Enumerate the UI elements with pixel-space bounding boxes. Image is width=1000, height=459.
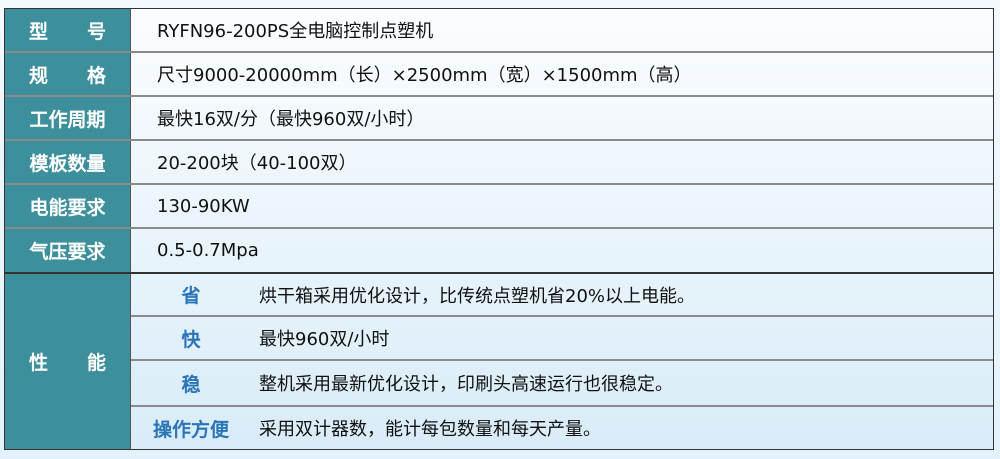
item-key: 快 bbox=[181, 328, 201, 351]
row-value: RYFN96-200PS全电脑控制点塑机 bbox=[157, 21, 434, 42]
spec-table: 型号 RYFN96-200PS全电脑控制点塑机 规格 尺寸9000-20000m… bbox=[4, 8, 994, 450]
row-cycle: 工作周期 最快16双/分（最快960双/小时） bbox=[5, 97, 993, 141]
item-key: 稳 bbox=[181, 373, 201, 396]
item-value: 采用双计器数，能计每包数量和每天产量。 bbox=[259, 419, 601, 440]
row-label: 电能要求 bbox=[5, 185, 131, 227]
label-char: 型 bbox=[29, 20, 49, 43]
performance-section: 性能 省 烘干箱采用优化设计，比传统点塑机省20%以上电能。 快 最快960双/… bbox=[5, 274, 993, 449]
row-label: 型号 bbox=[5, 9, 131, 51]
performance-item: 稳 整机采用最新优化设计，印刷头高速运行也很稳定。 bbox=[131, 361, 993, 407]
row-value: 20-200块（40-100双） bbox=[157, 153, 357, 174]
row-value: 最快16双/分（最快960双/小时） bbox=[157, 109, 425, 130]
label-char: 号 bbox=[86, 20, 106, 43]
performance-item: 省 烘干箱采用优化设计，比传统点塑机省20%以上电能。 bbox=[131, 274, 993, 317]
row-value: 0.5-0.7Mpa bbox=[157, 240, 259, 261]
row-label: 工作周期 bbox=[5, 97, 131, 139]
row-power: 电能要求 130-90KW bbox=[5, 185, 993, 229]
item-value: 整机采用最新优化设计，印刷头高速运行也很稳定。 bbox=[259, 374, 673, 395]
row-label: 规格 bbox=[5, 53, 131, 95]
label-char: 格 bbox=[86, 64, 106, 87]
item-value: 最快960双/小时 bbox=[259, 329, 390, 350]
row-label: 模板数量 bbox=[5, 141, 131, 183]
row-pressure: 气压要求 0.5-0.7Mpa bbox=[5, 229, 993, 274]
label-char: 性 bbox=[29, 352, 49, 374]
row-model: 型号 RYFN96-200PS全电脑控制点塑机 bbox=[5, 9, 993, 53]
label-char: 能 bbox=[86, 352, 106, 374]
row-templates: 模板数量 20-200块（40-100双） bbox=[5, 141, 993, 185]
performance-label: 性能 bbox=[5, 274, 131, 449]
row-label: 气压要求 bbox=[5, 229, 131, 272]
row-value: 尺寸9000-20000mm（长）×2500mm（宽）×1500mm（高） bbox=[157, 65, 692, 86]
label-char: 规 bbox=[29, 64, 49, 87]
item-value: 烘干箱采用优化设计，比传统点塑机省20%以上电能。 bbox=[259, 285, 696, 307]
item-key: 省 bbox=[181, 285, 201, 307]
performance-item: 操作方便 采用双计器数，能计每包数量和每天产量。 bbox=[131, 407, 993, 449]
row-size: 规格 尺寸9000-20000mm（长）×2500mm（宽）×1500mm（高） bbox=[5, 53, 993, 97]
item-key: 操作方便 bbox=[152, 418, 229, 441]
performance-item: 快 最快960双/小时 bbox=[131, 317, 993, 361]
row-value: 130-90KW bbox=[157, 195, 250, 217]
